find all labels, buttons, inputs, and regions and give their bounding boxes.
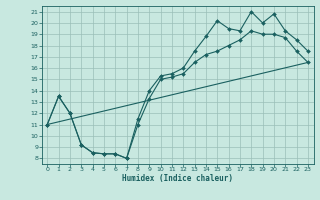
X-axis label: Humidex (Indice chaleur): Humidex (Indice chaleur): [122, 174, 233, 183]
